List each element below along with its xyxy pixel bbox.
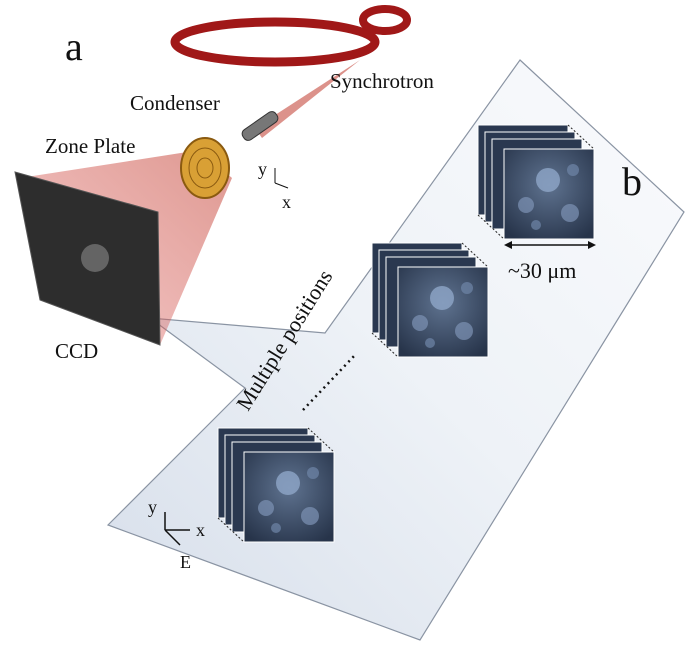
- axis-label: y: [148, 497, 157, 517]
- panel-label: b: [622, 159, 642, 204]
- label: Condenser: [130, 91, 220, 115]
- ccd-spot: [81, 244, 109, 272]
- image-stack: [372, 243, 488, 357]
- axis-label: x: [196, 520, 205, 540]
- axis-label: E: [180, 552, 191, 572]
- label: CCD: [55, 339, 98, 363]
- axis-label: x: [282, 192, 291, 212]
- label: Synchrotron: [330, 69, 434, 93]
- synchrotron-loop: [363, 9, 407, 31]
- figure: a Synchrotron Condenser Zone Plate y x C…: [0, 0, 692, 663]
- panel-label: a: [65, 24, 83, 69]
- image-stack: [478, 125, 594, 239]
- axis-label: y: [258, 159, 267, 179]
- label: Zone Plate: [45, 134, 135, 158]
- scale-label: ~30 μm: [508, 258, 576, 283]
- zone-plate: [181, 138, 229, 198]
- image-stack: [218, 428, 334, 542]
- axis: [275, 183, 288, 188]
- synchrotron-ring: [175, 22, 375, 62]
